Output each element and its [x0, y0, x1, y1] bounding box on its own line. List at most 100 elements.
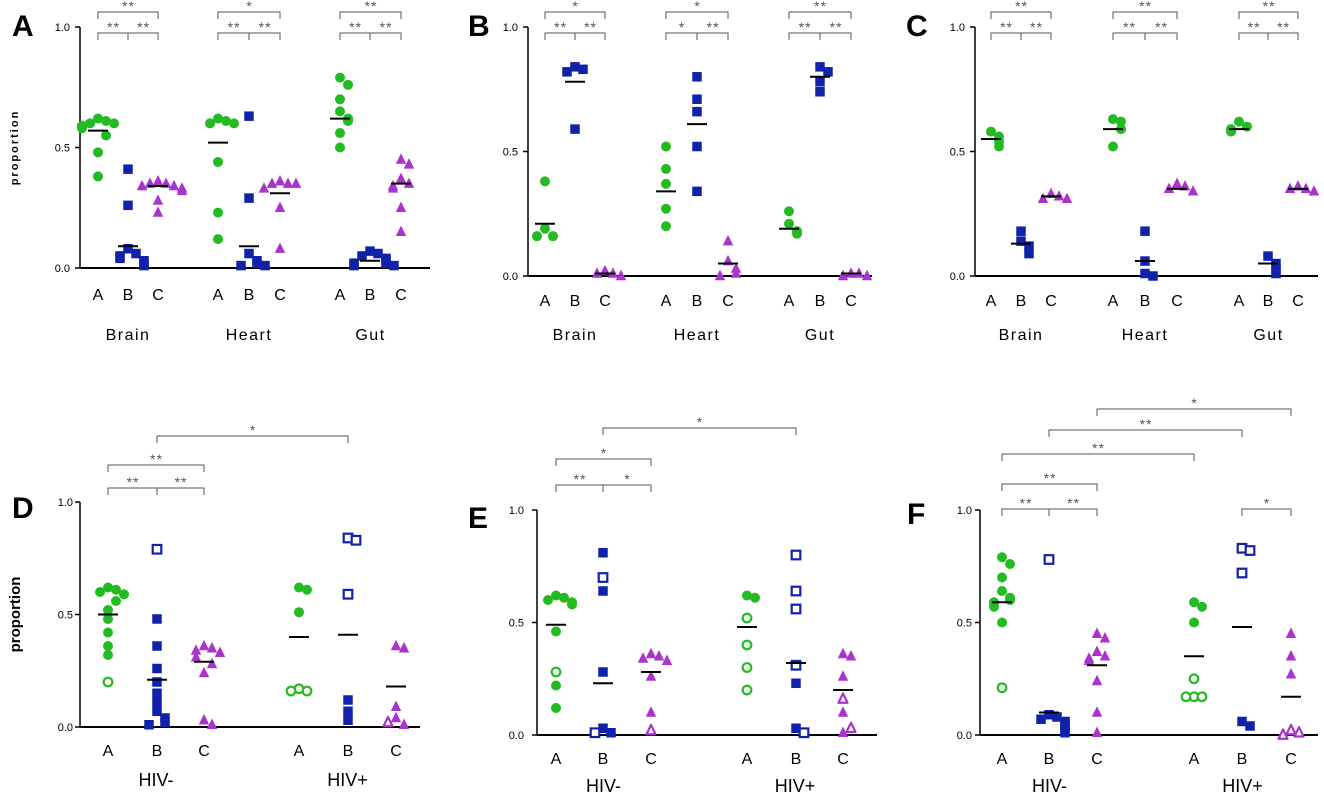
significance-bracket-label: **	[1000, 19, 1013, 35]
data-point	[790, 585, 802, 597]
category-label: A	[1234, 293, 1245, 310]
data-point	[567, 599, 577, 610]
data-point	[1242, 121, 1252, 132]
category-label: A	[551, 751, 562, 768]
significance-bracket-label: **	[1067, 495, 1080, 511]
group-label: Heart	[674, 327, 721, 344]
category-label: C	[274, 287, 286, 304]
data-point	[1308, 185, 1320, 196]
data-point	[645, 647, 657, 659]
data-point	[791, 678, 801, 688]
data-point	[823, 67, 833, 77]
significance-bracket-label: **	[379, 19, 392, 35]
y-axis-label: proportion	[9, 110, 21, 186]
significance-bracket-label: **	[258, 19, 271, 35]
significance-bracket-label: **	[798, 19, 811, 35]
data-point	[229, 118, 239, 129]
data-point	[144, 720, 154, 730]
data-point	[1083, 654, 1095, 665]
data-point	[1189, 617, 1199, 628]
data-point	[550, 666, 562, 678]
category-label: B	[1140, 293, 1151, 310]
data-point	[784, 218, 794, 229]
data-point	[213, 207, 223, 218]
data-point	[343, 115, 353, 126]
category-label: A	[986, 293, 997, 310]
significance-bracket-label: **	[1155, 19, 1168, 35]
data-point	[387, 182, 399, 193]
group-label: HIV-	[138, 770, 173, 790]
data-point	[390, 711, 402, 723]
category-label: C	[1045, 293, 1057, 310]
category-label: A	[93, 287, 104, 304]
category-label: A	[784, 293, 795, 310]
cross-group-bracket	[1096, 408, 1292, 416]
data-point	[559, 592, 569, 603]
y-tick-label: 1.0	[55, 22, 70, 34]
category-label: C	[1091, 751, 1103, 768]
group-label: Brain	[553, 327, 598, 344]
data-point	[1108, 114, 1118, 125]
category-label: B	[1263, 293, 1274, 310]
data-point	[1044, 710, 1054, 720]
data-point	[244, 248, 254, 259]
significance-bracket-label: **	[1015, 0, 1028, 14]
category-label: B	[598, 751, 609, 768]
data-point	[637, 652, 649, 663]
data-point	[101, 130, 111, 141]
data-point	[101, 115, 111, 126]
significance-bracket	[1241, 508, 1292, 516]
category-label: C	[837, 751, 849, 768]
data-point	[1043, 554, 1055, 565]
data-point	[1036, 714, 1046, 724]
data-point	[1116, 116, 1126, 127]
data-point	[1140, 226, 1150, 236]
category-label: C	[599, 293, 611, 310]
data-point	[1060, 728, 1070, 738]
panel-letter: A	[12, 10, 34, 43]
data-point	[123, 200, 133, 211]
category-label: A	[540, 293, 551, 310]
data-point	[342, 588, 354, 600]
data-point	[152, 175, 164, 186]
data-point	[152, 641, 162, 651]
data-point	[302, 584, 312, 595]
data-point	[151, 543, 163, 555]
data-point	[692, 141, 702, 152]
data-point	[997, 617, 1007, 628]
data-point	[1016, 236, 1026, 246]
data-point	[274, 175, 286, 186]
data-point	[390, 700, 402, 711]
data-point	[190, 651, 202, 662]
significance-bracket	[339, 11, 402, 19]
data-point	[93, 113, 103, 124]
data-point	[152, 206, 164, 217]
data-point	[365, 246, 375, 256]
significance-bracket-label: **	[706, 19, 719, 35]
data-point	[95, 587, 105, 597]
data-point	[791, 723, 801, 733]
data-point	[139, 260, 149, 271]
data-point	[661, 654, 673, 665]
data-point	[103, 641, 113, 651]
data-point	[1244, 545, 1256, 556]
cross-group-bracket-label: *	[1191, 395, 1197, 411]
data-point	[692, 72, 702, 82]
data-point	[214, 646, 226, 657]
significance-bracket	[602, 484, 652, 492]
data-point	[1148, 271, 1158, 281]
significance-bracket	[369, 32, 402, 40]
data-point	[861, 269, 873, 281]
data-point	[1180, 691, 1192, 703]
data-point	[730, 267, 742, 278]
significance-bracket	[990, 11, 1052, 19]
cross-group-bracket-label: **	[1139, 416, 1152, 432]
category-label: B	[1237, 751, 1248, 768]
data-point	[206, 718, 218, 729]
